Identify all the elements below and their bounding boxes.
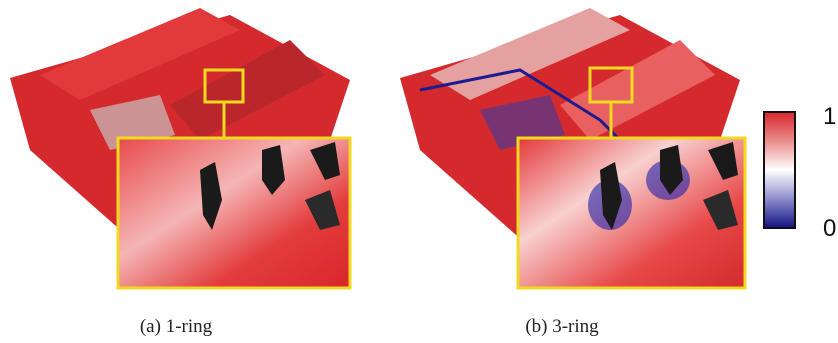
- caption: (a) 1-ring: [140, 316, 213, 337]
- colorbar-max-label: 1: [823, 103, 836, 130]
- figure: 1 0 (a) 1-ring (b) 3-ring: [0, 0, 838, 343]
- caption: (b) 3-ring: [525, 316, 599, 337]
- panel-b: [400, 8, 745, 288]
- colorbar: [764, 112, 795, 228]
- panel-a: [10, 8, 350, 288]
- colorbar-min-label: 0: [823, 215, 836, 242]
